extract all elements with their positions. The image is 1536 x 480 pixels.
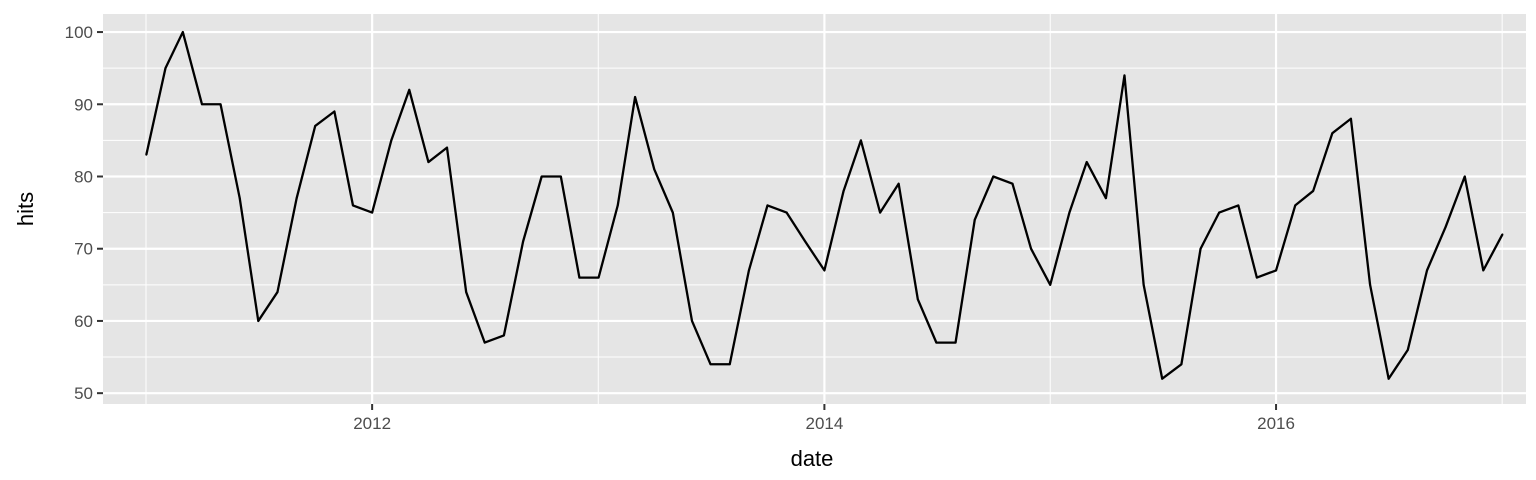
data-point	[408, 88, 411, 91]
data-point	[1426, 269, 1428, 272]
data-point	[1011, 182, 1014, 185]
data-point	[709, 363, 712, 366]
data-point	[1199, 247, 1202, 250]
data-point	[1142, 283, 1145, 286]
plot-panel	[103, 14, 1526, 404]
y-tick-label: 60	[74, 312, 93, 331]
data-point	[1406, 348, 1409, 351]
data-point	[653, 168, 656, 171]
x-tick-label: 2016	[1257, 414, 1295, 433]
data-point	[1123, 74, 1126, 77]
data-point	[503, 334, 505, 337]
y-tick-label: 70	[74, 240, 93, 259]
data-point	[766, 204, 769, 207]
data-point	[145, 153, 148, 156]
data-point	[785, 211, 788, 214]
data-point	[1180, 363, 1183, 366]
data-point	[1068, 211, 1071, 214]
data-point	[671, 211, 674, 214]
data-point	[257, 320, 260, 322]
y-tick-label: 80	[74, 168, 93, 187]
data-point	[483, 341, 486, 344]
data-point	[1331, 132, 1334, 135]
data-point	[164, 67, 167, 70]
data-point	[1294, 204, 1297, 207]
data-point	[1350, 117, 1352, 120]
data-point	[879, 211, 881, 214]
data-point	[616, 204, 619, 207]
data-point	[897, 182, 900, 185]
data-point	[842, 190, 845, 192]
x-axis-title: date	[791, 446, 834, 471]
data-point	[540, 175, 543, 178]
data-point	[427, 161, 430, 163]
data-point	[1049, 283, 1052, 286]
data-point	[201, 103, 203, 106]
data-point	[1369, 283, 1371, 286]
data-point	[1255, 276, 1258, 279]
data-point	[823, 269, 826, 272]
data-point	[352, 204, 354, 207]
data-point	[276, 291, 279, 293]
y-tick-label: 100	[65, 23, 93, 42]
data-point	[634, 96, 636, 98]
data-point	[1161, 377, 1164, 380]
y-axis-title: hits	[13, 192, 38, 226]
data-point	[992, 175, 995, 178]
data-point	[1463, 175, 1466, 178]
data-point	[1482, 269, 1485, 272]
data-point	[314, 125, 317, 127]
data-point	[1312, 190, 1315, 192]
data-point	[1387, 377, 1390, 380]
data-point	[860, 139, 862, 142]
data-point	[973, 218, 976, 221]
y-tick-label: 50	[74, 384, 93, 403]
data-point	[935, 341, 938, 344]
data-points	[145, 31, 1504, 380]
data-point	[219, 103, 222, 106]
y-axis: 50 60 70 80 90 100	[65, 23, 103, 403]
x-axis: 2012 2014 2016	[353, 404, 1295, 433]
data-point	[238, 197, 241, 200]
data-point	[578, 276, 581, 279]
data-point	[446, 146, 448, 149]
data-point	[954, 341, 957, 344]
data-point	[804, 240, 807, 243]
data-point	[559, 175, 562, 178]
data-point	[522, 240, 524, 243]
data-point	[295, 197, 298, 200]
data-point	[748, 269, 750, 272]
data-point	[181, 31, 184, 33]
data-point	[597, 276, 600, 279]
data-point	[1501, 233, 1504, 236]
data-point	[1085, 161, 1088, 163]
data-point	[1218, 211, 1221, 214]
data-point	[1275, 269, 1277, 272]
major-gridlines	[103, 14, 1526, 404]
data-point	[691, 320, 693, 322]
data-point	[390, 139, 393, 142]
data-point	[333, 110, 336, 113]
data-point	[728, 363, 731, 366]
data-point	[371, 211, 374, 214]
data-point	[1030, 247, 1032, 250]
y-tick-label: 90	[74, 95, 93, 114]
x-tick-label: 2014	[805, 414, 843, 433]
x-tick-label: 2012	[353, 414, 391, 433]
data-point	[1444, 226, 1447, 228]
data-point	[1237, 204, 1240, 207]
data-point	[1105, 197, 1107, 200]
data-point	[916, 298, 919, 301]
data-point	[465, 291, 468, 293]
